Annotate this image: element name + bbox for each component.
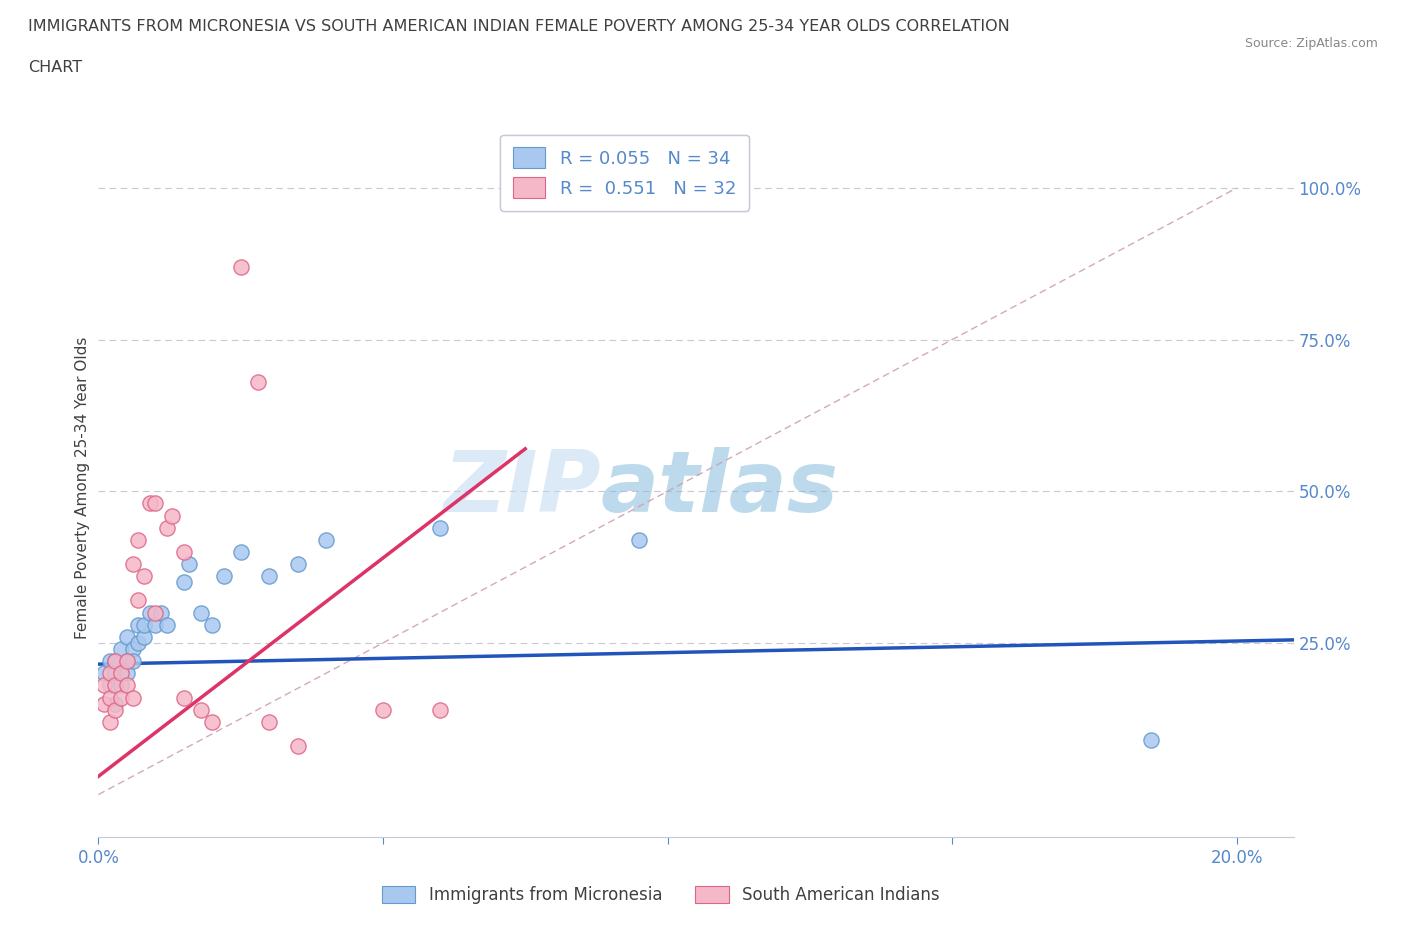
Point [98, 690, 121, 705]
Point [127, 532, 149, 547]
Point [143, 618, 166, 632]
Point [121, 642, 143, 657]
Point [173, 575, 195, 590]
Point [104, 702, 127, 717]
Text: ZIP: ZIP [443, 446, 600, 530]
Y-axis label: Female Poverty Among 25-34 Year Olds: Female Poverty Among 25-34 Year Olds [75, 337, 90, 640]
Point [229, 544, 252, 559]
Point [93, 666, 115, 681]
Text: CHART: CHART [28, 60, 82, 75]
Point [287, 557, 309, 572]
Point [287, 738, 309, 753]
Point [246, 375, 269, 390]
Text: atlas: atlas [600, 446, 838, 530]
Point [115, 654, 138, 669]
Point [371, 702, 394, 717]
Point [115, 678, 138, 693]
Point [628, 532, 651, 547]
Point [257, 569, 280, 584]
Point [104, 697, 127, 711]
Point [229, 259, 252, 274]
Point [132, 569, 155, 584]
Point [98, 678, 121, 693]
Point [429, 702, 451, 717]
Point [132, 630, 155, 644]
Legend: Immigrants from Micronesia, South American Indians: Immigrants from Micronesia, South Americ… [374, 878, 948, 912]
Point [98, 666, 121, 681]
Point [93, 678, 115, 693]
Point [143, 496, 166, 511]
Point [156, 618, 179, 632]
Point [190, 605, 212, 620]
Point [143, 605, 166, 620]
Point [98, 714, 121, 729]
Point [121, 557, 143, 572]
Point [257, 714, 280, 729]
Point [315, 532, 337, 547]
Point [110, 690, 132, 705]
Point [121, 654, 143, 669]
Legend: R = 0.055   N = 34, R =  0.551   N = 32: R = 0.055 N = 34, R = 0.551 N = 32 [501, 135, 748, 210]
Point [104, 654, 127, 669]
Point [127, 593, 149, 608]
Point [110, 666, 132, 681]
Point [98, 654, 121, 669]
Point [104, 654, 127, 669]
Text: Source: ZipAtlas.com: Source: ZipAtlas.com [1244, 37, 1378, 50]
Point [115, 666, 138, 681]
Point [115, 630, 138, 644]
Point [104, 666, 127, 681]
Point [190, 702, 212, 717]
Point [138, 605, 160, 620]
Point [93, 697, 115, 711]
Point [179, 557, 201, 572]
Point [127, 635, 149, 650]
Point [173, 544, 195, 559]
Point [138, 496, 160, 511]
Point [212, 569, 235, 584]
Point [121, 690, 143, 705]
Point [173, 690, 195, 705]
Point [201, 714, 224, 729]
Point [115, 654, 138, 669]
Point [110, 642, 132, 657]
Point [110, 678, 132, 693]
Text: IMMIGRANTS FROM MICRONESIA VS SOUTH AMERICAN INDIAN FEMALE POVERTY AMONG 25-34 Y: IMMIGRANTS FROM MICRONESIA VS SOUTH AMER… [28, 19, 1010, 33]
Point [156, 520, 179, 535]
Point [429, 520, 451, 535]
Point [1140, 733, 1163, 748]
Point [201, 618, 224, 632]
Point [127, 618, 149, 632]
Point [132, 618, 155, 632]
Point [104, 678, 127, 693]
Point [162, 508, 184, 523]
Point [150, 605, 173, 620]
Point [110, 666, 132, 681]
